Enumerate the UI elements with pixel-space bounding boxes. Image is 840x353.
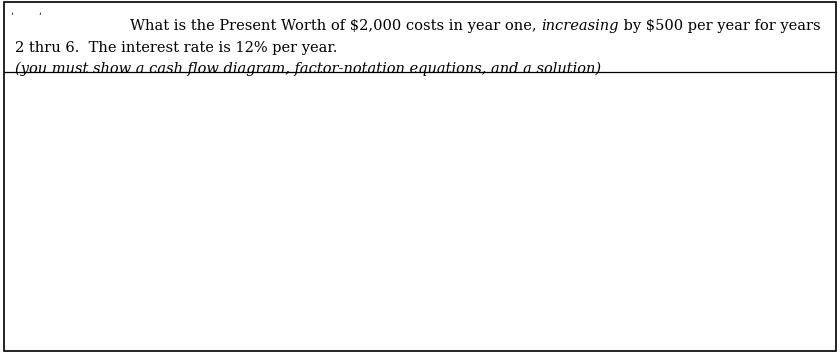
Text: What is the Present Worth of $2,000 costs in year one,: What is the Present Worth of $2,000 cost… (130, 19, 542, 34)
Text: ʹ: ʹ (38, 13, 40, 22)
Text: (you must show a cash flow diagram, factor-notation equations, and a solution): (you must show a cash flow diagram, fact… (15, 62, 601, 76)
Text: increasing: increasing (542, 19, 619, 34)
Text: ʹ: ʹ (10, 13, 13, 22)
Text: by $500 per year for years: by $500 per year for years (619, 19, 821, 34)
Text: 2 thru 6.  The interest rate is 12% per year.: 2 thru 6. The interest rate is 12% per y… (15, 41, 338, 55)
